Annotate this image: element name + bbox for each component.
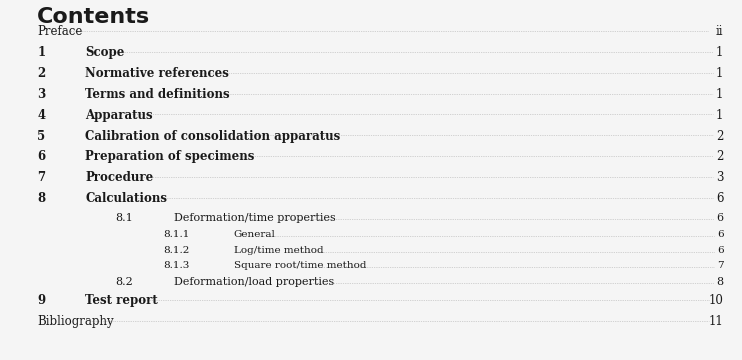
Text: 3: 3 [37, 88, 45, 101]
Text: 3: 3 [716, 171, 723, 184]
Text: 2: 2 [716, 130, 723, 143]
Text: Calibration of consolidation apparatus: Calibration of consolidation apparatus [85, 130, 341, 143]
Text: 8.1.3: 8.1.3 [163, 261, 190, 270]
Text: 6: 6 [716, 213, 723, 223]
Text: ii: ii [716, 25, 723, 38]
Text: 1: 1 [716, 88, 723, 101]
Text: 1: 1 [716, 46, 723, 59]
Text: 6: 6 [717, 230, 723, 239]
Text: Bibliography: Bibliography [37, 315, 114, 328]
Text: Log/time method: Log/time method [234, 246, 324, 255]
Text: 11: 11 [709, 315, 723, 328]
Text: Scope: Scope [85, 46, 125, 59]
Text: 8.1.1: 8.1.1 [163, 230, 190, 239]
Text: 6: 6 [37, 150, 45, 163]
Text: 8: 8 [716, 277, 723, 287]
Text: 1: 1 [37, 46, 45, 59]
Text: Contents: Contents [37, 7, 150, 27]
Text: 7: 7 [37, 171, 45, 184]
Text: Terms and definitions: Terms and definitions [85, 88, 230, 101]
Text: Normative references: Normative references [85, 67, 229, 80]
Text: Test report: Test report [85, 294, 158, 307]
Text: 9: 9 [37, 294, 45, 307]
Text: Procedure: Procedure [85, 171, 154, 184]
Text: 7: 7 [717, 261, 723, 270]
Text: 8.1: 8.1 [115, 213, 133, 223]
Text: Preparation of specimens: Preparation of specimens [85, 150, 255, 163]
Text: 8.1.2: 8.1.2 [163, 246, 190, 255]
Text: Deformation/load properties: Deformation/load properties [174, 277, 335, 287]
Text: General: General [234, 230, 275, 239]
Text: 8: 8 [37, 192, 45, 205]
Text: Deformation/time properties: Deformation/time properties [174, 213, 336, 223]
Text: 5: 5 [37, 130, 45, 143]
Text: 4: 4 [37, 109, 45, 122]
Text: Square root/time method: Square root/time method [234, 261, 367, 270]
Text: 2: 2 [716, 150, 723, 163]
Text: 10: 10 [709, 294, 723, 307]
Text: 1: 1 [716, 67, 723, 80]
Text: Apparatus: Apparatus [85, 109, 153, 122]
Text: 6: 6 [716, 192, 723, 205]
Text: 6: 6 [717, 246, 723, 255]
Text: 2: 2 [37, 67, 45, 80]
Text: Calculations: Calculations [85, 192, 168, 205]
Text: 8.2: 8.2 [115, 277, 133, 287]
Text: Preface: Preface [37, 25, 82, 38]
Text: 1: 1 [716, 109, 723, 122]
